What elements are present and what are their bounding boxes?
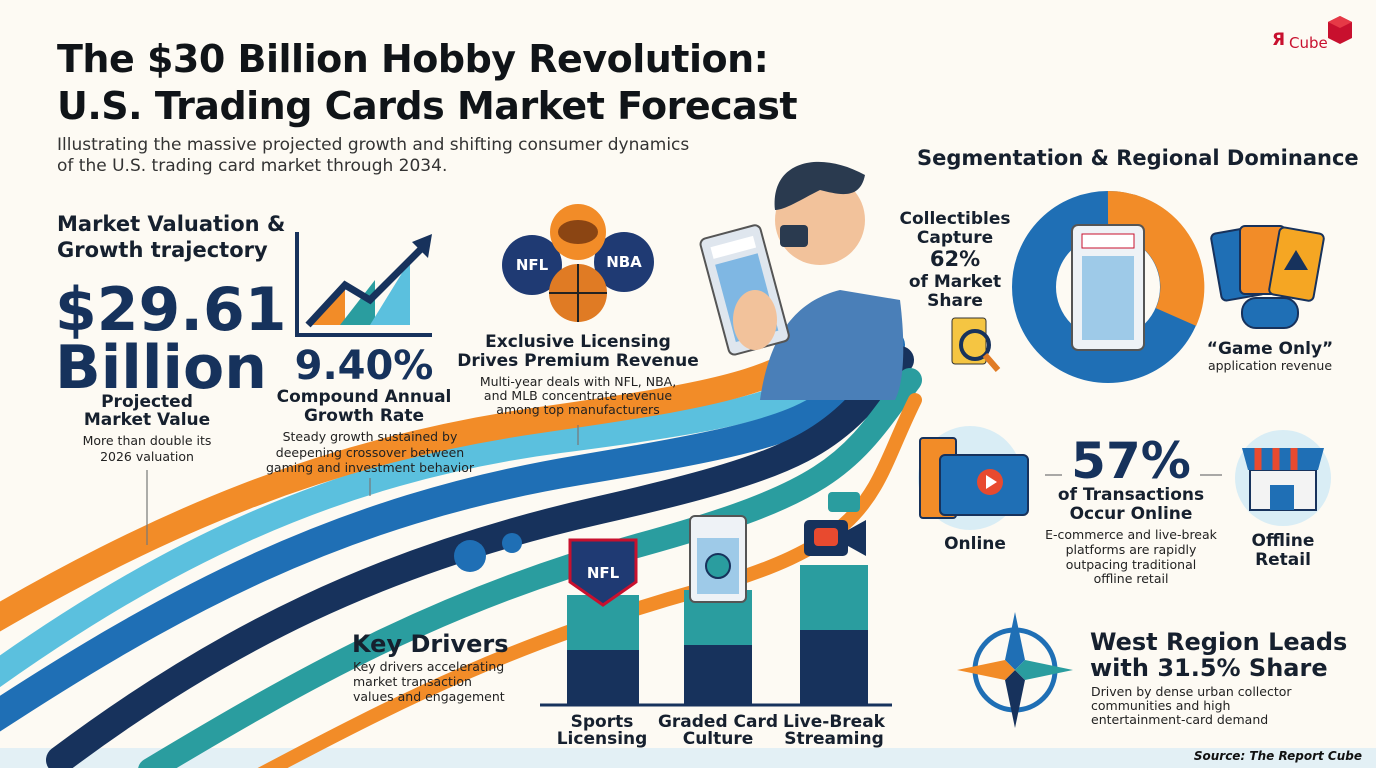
valuation-label: Market Value xyxy=(83,410,211,430)
online-label: Occur Online xyxy=(1069,504,1193,524)
driver-label: Sports xyxy=(570,712,634,732)
valuation-note: 2026 valuation xyxy=(100,449,194,464)
collectibles-text: Capture xyxy=(916,228,994,248)
game-only-note: application revenue xyxy=(1207,358,1333,373)
collector-illustration xyxy=(699,161,904,400)
driver-label: Licensing xyxy=(556,729,648,749)
offline-channel: Retail xyxy=(1255,550,1311,570)
growth-icon xyxy=(295,232,432,337)
title: U.S. Trading Cards Market Forecast xyxy=(57,84,798,128)
cagr-note: gaming and investment behavior xyxy=(266,460,474,475)
driver-label: Graded Card xyxy=(657,712,779,732)
online-note: offline retail xyxy=(1093,571,1169,586)
league-icons xyxy=(502,204,654,322)
collectibles-text: Collectibles xyxy=(899,209,1011,229)
online-note: platforms are rapidly xyxy=(1065,542,1197,557)
cagr-label: Growth Rate xyxy=(303,406,425,426)
drivers-heading: Key Drivers xyxy=(352,630,509,658)
driver-label: Streaming xyxy=(784,729,884,749)
licensing-note: and MLB concentrate revenue xyxy=(483,388,673,403)
licensing-heading: Exclusive Licensing xyxy=(485,332,671,352)
cagr-label: Compound Annual xyxy=(276,387,452,407)
source: Source: The Report Cube xyxy=(1193,749,1362,763)
logo-cube xyxy=(1328,16,1352,44)
drivers-note: Key drivers accelerating xyxy=(353,659,505,674)
subtitle: Illustrating the massive projected growt… xyxy=(57,135,690,155)
drivers-note: values and engagement xyxy=(353,689,505,704)
driver-bars xyxy=(540,492,892,707)
collectibles-value: 62% xyxy=(929,247,981,271)
drivers-note: market transaction xyxy=(353,674,472,689)
subtitle: of the U.S. trading card market through … xyxy=(57,156,448,176)
game-only-label: “Game Only” xyxy=(1206,339,1334,359)
connectors xyxy=(146,425,1222,545)
cagr-note: deepening crossover between xyxy=(275,445,465,460)
compass-icon xyxy=(957,612,1073,728)
game-cards-icon xyxy=(1210,225,1325,329)
valuation-value: Billion xyxy=(55,333,267,403)
bubble xyxy=(454,540,486,572)
valuation-label: Projected xyxy=(101,392,193,412)
region-note: communities and high xyxy=(1091,698,1231,713)
licensing-heading: Drives Premium Revenue xyxy=(457,351,699,371)
nfl-badge: NFL xyxy=(586,564,620,582)
donut-icon xyxy=(1012,190,1205,383)
magnifier-icon xyxy=(951,317,1001,372)
section-heading: Segmentation & Regional Dominance xyxy=(917,146,1359,170)
footer-strip xyxy=(0,748,1376,768)
section-heading: Growth trajectory xyxy=(57,238,268,262)
online-label: of Transactions xyxy=(1057,485,1205,505)
cagr-value: 9.40% xyxy=(294,343,434,389)
licensing-note: Multi-year deals with NFL, NBA, xyxy=(479,374,677,389)
online-value: 57% xyxy=(1071,432,1191,490)
online-channel: Online xyxy=(944,534,1006,554)
league-logo: NFL xyxy=(515,256,549,274)
online-note: outpacing traditional xyxy=(1065,557,1197,572)
online-note: E-commerce and live-break xyxy=(1045,527,1217,542)
store-icon xyxy=(1235,430,1331,526)
licensing-note: among top manufacturers xyxy=(496,402,660,417)
logo-mark: Я xyxy=(1272,30,1286,50)
title: The $30 Billion Hobby Revolution: xyxy=(57,37,769,81)
section-heading: Market Valuation & xyxy=(57,212,286,236)
region-note: entertainment-card demand xyxy=(1091,712,1269,727)
bubble xyxy=(502,533,522,553)
logo-text: Cube xyxy=(1289,34,1328,52)
region-heading: with 31.5% Share xyxy=(1090,654,1328,682)
region-note: Driven by dense urban collector xyxy=(1091,684,1292,699)
league-logo: NBA xyxy=(606,253,642,271)
cagr-note: Steady growth sustained by xyxy=(282,429,458,444)
region-heading: West Region Leads xyxy=(1090,628,1348,656)
driver-label: Live-Break xyxy=(783,712,885,732)
offline-channel: Offline xyxy=(1251,531,1315,551)
collectibles-text: Share xyxy=(927,291,983,311)
driver-label: Culture xyxy=(682,729,754,749)
online-icon xyxy=(918,426,1029,530)
collectibles-text: of Market xyxy=(908,272,1002,292)
valuation-value: $29.61 xyxy=(55,275,287,345)
valuation-note: More than double its xyxy=(82,433,212,448)
